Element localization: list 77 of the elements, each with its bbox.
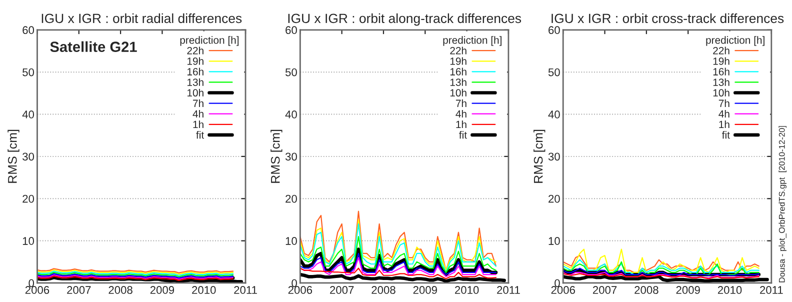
legend-label: 1h (193, 120, 204, 128)
y-tick-label: 20 (548, 194, 560, 203)
y-tick-label: 40 (22, 110, 34, 118)
x-tick-label: 2010 (455, 286, 479, 294)
y-tick-label: 50 (22, 68, 34, 76)
legend-label: fit (459, 131, 467, 139)
y-tick-label: 20 (22, 194, 34, 203)
y-tick-label: 10 (548, 237, 560, 245)
y-tick-label: 10 (286, 237, 297, 245)
legend-title: prediction [h] (443, 36, 502, 46)
y-tick-label: 40 (548, 110, 560, 118)
legend-label: 22h (713, 46, 730, 54)
legend-label: 13h (187, 78, 204, 86)
chart-title: IGU x IGR : orbit cross-track differences (552, 13, 784, 24)
legend-label: 16h (187, 68, 204, 76)
y-tick-label: 10 (22, 237, 34, 245)
x-tick-label: 2010 (192, 286, 216, 294)
legend-label: 13h (713, 78, 730, 86)
legend-label: 4h (456, 110, 466, 118)
x-tick-label: 2008 (372, 286, 396, 294)
legend-label: 7h (456, 99, 466, 107)
y-tick-label: 30 (548, 152, 560, 161)
x-tick-label: 2009 (676, 286, 700, 294)
legend-label: 7h (193, 99, 204, 107)
legend-label: 16h (713, 68, 730, 76)
y-tick-label: 50 (285, 68, 297, 76)
chart-title: IGU x IGR : orbit along-track differences (288, 13, 522, 26)
x-tick-label: 2006 (551, 286, 575, 294)
x-tick-label: 2009 (413, 286, 437, 294)
x-tick-label: 2011 (760, 286, 783, 294)
x-tick-label: 2010 (718, 286, 742, 294)
y-tick-label: 30 (22, 152, 34, 161)
x-tick-label: 2011 (497, 286, 520, 294)
x-tick-label: 2006 (25, 286, 50, 294)
y-tick-label: 0 (554, 279, 560, 288)
legend-label: 19h (187, 57, 204, 65)
legend-label: 4h (718, 110, 730, 118)
x-tick-label: 2011 (234, 286, 257, 294)
legend-label: 1h (456, 120, 466, 128)
legend-label: 1h (719, 120, 730, 128)
legend-label: 7h (718, 99, 730, 107)
x-tick-label: 2008 (634, 286, 658, 294)
y-tick-label: 40 (285, 110, 297, 118)
x-tick-label: 2007 (592, 286, 617, 294)
y-tick-label: 20 (286, 194, 297, 203)
x-tick-label: 2006 (288, 286, 312, 294)
y-tick-label: 60 (286, 26, 297, 34)
legend-label: 22h (450, 46, 466, 54)
y-tick-label: 0 (28, 279, 34, 288)
legend-label: 10h (187, 88, 204, 97)
annotation: Satellite G21 (50, 41, 137, 52)
legend-label: 13h (450, 78, 466, 86)
legend-label: 19h (713, 57, 730, 65)
legend-label: 19h (450, 57, 466, 65)
legend-title: prediction [h] (706, 36, 764, 46)
x-tick-label: 2009 (150, 286, 174, 294)
y-tick-label: 60 (22, 26, 34, 34)
y-tick-label: 60 (548, 26, 560, 34)
y-tick-label: 0 (292, 279, 297, 288)
x-tick-label: 2008 (108, 286, 132, 294)
legend-label: 4h (192, 110, 204, 118)
y-axis-title: RMS [cm] (270, 130, 282, 183)
legend-label: fit (722, 131, 730, 139)
legend-label: 16h (450, 68, 466, 76)
x-tick-label: 2007 (330, 286, 354, 294)
chart-title: IGU x IGR : orbit radial differences (42, 13, 242, 24)
y-tick-label: 50 (548, 68, 560, 76)
legend-label: 10h (450, 88, 466, 97)
legend-title: prediction [h] (180, 36, 239, 46)
legend-label: 10h (713, 88, 730, 97)
legend-label: fit (196, 131, 204, 139)
x-tick-label: 2007 (67, 286, 91, 294)
text: Dousa - plot_OrbPredTS.gpt [2010-12-20] (778, 126, 786, 282)
y-axis-title: RMS [cm] (534, 130, 546, 183)
y-axis-title: RMS [cm] (8, 130, 20, 183)
y-tick-label: 30 (285, 152, 297, 161)
legend-label: 22h (187, 46, 204, 54)
